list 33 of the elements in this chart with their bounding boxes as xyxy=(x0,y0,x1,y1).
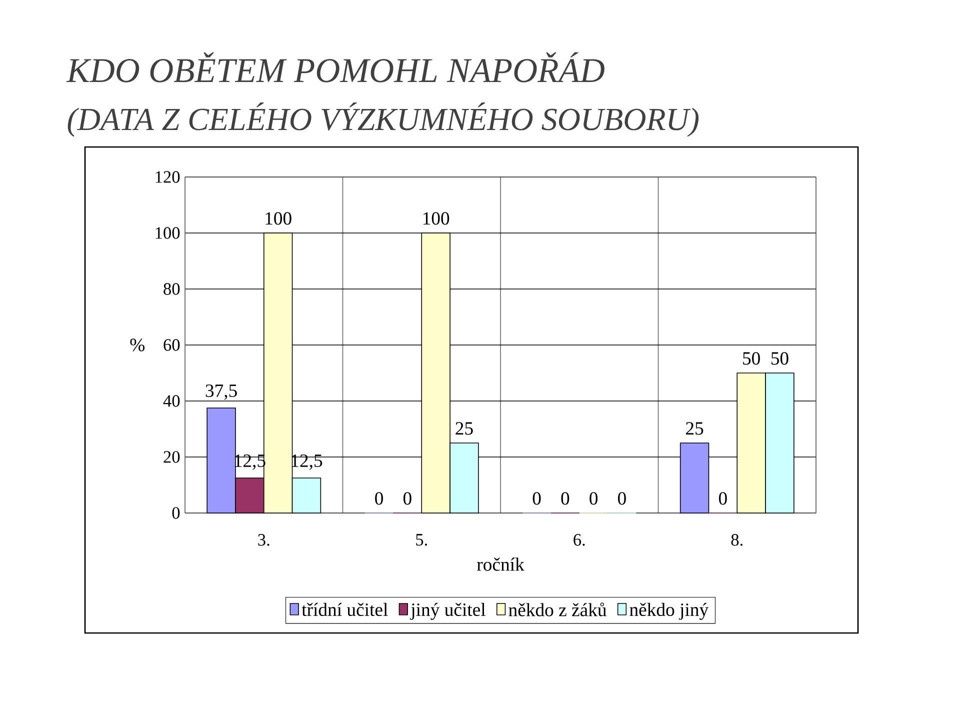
legend-label: někdo jiný xyxy=(630,602,708,620)
y-tick-label: 0 xyxy=(172,507,180,519)
data-label: 0 xyxy=(561,492,570,505)
y-tick-label: 60 xyxy=(164,339,180,351)
data-label: 50 xyxy=(743,352,760,365)
data-label: 100 xyxy=(423,212,450,225)
data-label: 100 xyxy=(266,212,292,225)
y-tick-label: 80 xyxy=(164,283,180,295)
x-tick-label: 8. xyxy=(731,534,742,546)
x-axis-title: ročník xyxy=(477,558,524,571)
y-tick-label: 100 xyxy=(156,227,180,239)
x-tick-label: 3. xyxy=(258,534,270,546)
x-tick-label: 6. xyxy=(574,534,585,546)
data-label: 25 xyxy=(686,422,704,435)
data-label: 50 xyxy=(771,352,788,365)
data-label: 0 xyxy=(718,492,727,505)
data-label: 0 xyxy=(532,492,541,505)
data-label: 0 xyxy=(590,492,598,505)
y-axis-title: % xyxy=(130,338,144,352)
chart-subtitle: (DATA Z CELÉHO VÝZKUMNÉHO SOUBORU) xyxy=(68,102,699,137)
data-label: 0 xyxy=(375,492,383,505)
legend-label: třídní učitel xyxy=(302,602,388,616)
legend-label: jiný učitel xyxy=(410,602,486,620)
data-label: 0 xyxy=(403,492,412,505)
legend-label: někdo z žáků xyxy=(508,602,606,616)
chart-title: KDO OBĚTEM POMOHL NAPOŘÁD xyxy=(66,52,604,82)
y-tick-label: 40 xyxy=(163,395,180,407)
x-tick-label: 5. xyxy=(416,534,427,546)
data-label: 37,5 xyxy=(206,384,237,400)
data-label: 25 xyxy=(456,422,473,435)
y-tick-label: 20 xyxy=(164,451,180,463)
data-label: 0 xyxy=(618,492,626,505)
y-tick-label: 120 xyxy=(156,171,180,183)
